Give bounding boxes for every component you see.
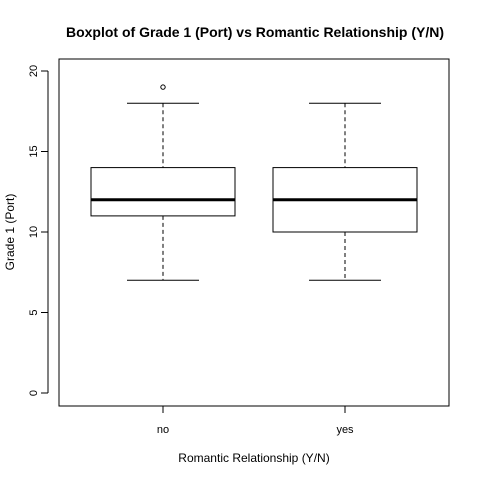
x-axis: no yes xyxy=(157,405,354,436)
y-axis-label: Grade 1 (Port) xyxy=(3,194,17,271)
chart-title: Boxplot of Grade 1 (Port) vs Romantic Re… xyxy=(66,24,444,40)
y-tick-label: 0 xyxy=(28,390,40,396)
iqr-box xyxy=(90,167,236,217)
y-tick-label: 5 xyxy=(28,309,40,315)
x-tick-label-no: no xyxy=(157,424,169,436)
y-tick-label: 15 xyxy=(28,145,40,157)
x-tick-label-yes: yes xyxy=(336,424,354,436)
box-yes xyxy=(272,102,418,281)
y-axis: 0 5 10 15 20 xyxy=(28,65,49,396)
x-axis-label: Romantic Relationship (Y/N) xyxy=(178,451,329,465)
box-no xyxy=(90,84,236,281)
boxes-group xyxy=(90,84,418,281)
y-tick-label: 20 xyxy=(28,65,40,77)
outlier-point xyxy=(160,84,166,90)
y-tick-label: 10 xyxy=(28,226,40,238)
